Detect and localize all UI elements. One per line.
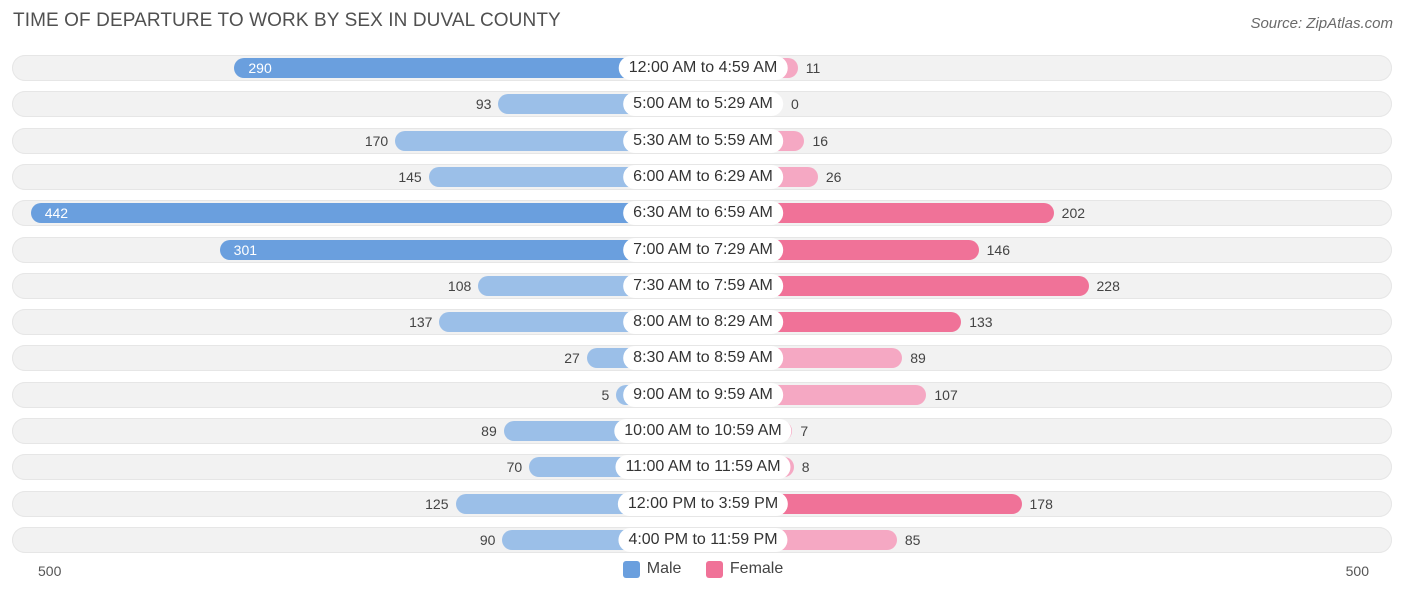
female-bar[interactable] (703, 203, 1054, 224)
legend-item-female[interactable]: Female (705, 560, 784, 578)
chart-title: TIME OF DEPARTURE TO WORK BY SEX IN DUVA… (13, 10, 561, 31)
male-value-label: 89 (481, 423, 497, 439)
male-value-label: 108 (447, 277, 472, 294)
female-value-label: 133 (969, 314, 993, 331)
female-value-label: 85 (904, 531, 921, 548)
category-label: 7:00 AM to 7:29 AM (623, 237, 783, 262)
category-label: 10:00 AM to 10:59 AM (614, 419, 792, 443)
male-bar[interactable] (234, 58, 703, 78)
legend-swatch-male (622, 560, 640, 578)
male-value-label: 90 (479, 531, 496, 548)
male-value-label: 93 (475, 96, 492, 113)
male-bar[interactable] (30, 203, 703, 224)
female-value-label: 89 (910, 350, 926, 367)
male-value-label: 5 (601, 386, 610, 403)
male-value-label: 125 (425, 495, 449, 512)
category-label: 5:30 AM to 5:59 AM (623, 128, 783, 153)
category-label: 5:00 AM to 5:29 AM (623, 92, 783, 117)
male-value-label: 27 (564, 350, 580, 367)
female-value-label: 202 (1061, 205, 1086, 222)
category-label: 9:00 AM to 9:59 AM (623, 382, 783, 407)
male-value-label: 145 (398, 168, 422, 185)
female-value-label: 7 (800, 423, 809, 439)
legend-label-male: Male (646, 560, 682, 577)
female-value-label: 107 (934, 386, 958, 403)
female-value-label: 11 (805, 60, 821, 76)
female-value-label: 178 (1029, 495, 1053, 512)
male-value-label: 170 (364, 132, 389, 149)
category-label: 11:00 AM to 11:59 AM (615, 455, 791, 480)
male-value-label: 301 (233, 241, 258, 258)
female-value-label: 146 (986, 241, 1010, 258)
category-label: 6:00 AM to 6:29 AM (623, 164, 783, 189)
legend: Male Female (0, 560, 1406, 583)
female-bar[interactable] (703, 275, 1089, 296)
female-value-label: 228 (1096, 277, 1120, 294)
male-bar[interactable] (219, 239, 703, 260)
category-label: 7:30 AM to 7:59 AM (623, 273, 783, 298)
male-value-label: 70 (506, 459, 523, 476)
legend-label-female: Female (729, 560, 784, 577)
category-label: 6:30 AM to 6:59 AM (623, 201, 783, 226)
category-label: 8:00 AM to 8:29 AM (623, 310, 783, 335)
female-value-label: 8 (801, 459, 810, 476)
female-value-label: 26 (825, 168, 842, 185)
female-value-label: 0 (791, 96, 799, 113)
axis-left-label: 500 (38, 563, 62, 579)
male-value-label: 137 (409, 314, 433, 331)
category-label: 4:00 PM to 11:59 PM (618, 527, 788, 552)
male-value-label: 442 (44, 205, 69, 222)
category-label: 8:30 AM to 8:59 AM (623, 346, 783, 371)
female-value-label: 16 (812, 132, 829, 149)
category-label: 12:00 AM to 4:59 AM (618, 56, 788, 80)
axis-right-label: 500 (1345, 563, 1369, 579)
male-value-label: 290 (248, 60, 272, 76)
category-label: 12:00 PM to 3:59 PM (617, 491, 789, 516)
legend-item-male[interactable]: Male (622, 560, 682, 578)
legend-swatch-female (705, 560, 723, 578)
chart-source: Source: ZipAtlas.com (1250, 15, 1393, 32)
